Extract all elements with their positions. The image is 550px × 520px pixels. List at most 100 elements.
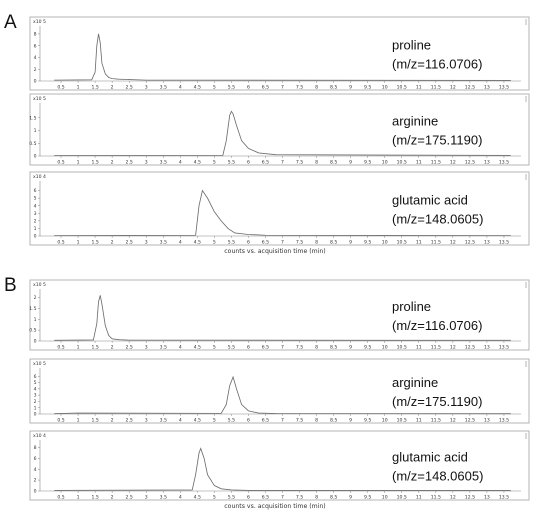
y-exponent-label: x10 5 [33,361,46,367]
y-tick-label: 2 [34,218,37,224]
x-tick-label: 5 [213,160,216,166]
x-tick-label: 3.5 [160,495,167,501]
x-tick-label: 9 [349,85,352,91]
x-tick-label: 9 [349,345,352,351]
x-tick-label: 2 [111,240,114,246]
y-tick-label: 1.5 [29,306,36,312]
y-tick-label: 4 [34,467,37,473]
x-tick-label: 6 [247,160,250,166]
x-tick-label: 7 [281,160,284,166]
x-tick-label: 10 [382,160,388,166]
x-tick-label: 12 [450,85,456,91]
x-tick-label: 3 [145,418,148,424]
x-tick-label: 10.5 [397,160,407,166]
x-tick-label: 1.5 [91,345,98,351]
mz-label: (m/z=148.0605) [392,469,483,484]
x-tick-label: 4 [179,85,182,91]
x-tick-label: 0.5 [57,418,64,424]
x-tick-label: 12 [450,160,456,166]
x-tick-label: 7.5 [296,85,303,91]
x-tick-label: 1 [77,418,80,424]
x-tick-label: 5.5 [228,240,235,246]
x-tick-label: 13 [484,418,490,424]
x-tick-label: 4.5 [194,240,201,246]
x-tick-label: 9 [349,495,352,501]
x-tick-label: 6.5 [262,418,269,424]
x-tick-label: 11.5 [431,345,441,351]
y-exponent-label: x10 5 [33,19,46,25]
x-tick-label: 8.5 [330,418,337,424]
y-tick-label: 4 [34,55,37,61]
x-tick-label: 2.5 [126,418,133,424]
y-tick-label: 0 [34,234,37,240]
x-tick-label: 10 [382,240,388,246]
x-tick-label: 13 [484,240,490,246]
panel-letter-b: B [4,275,17,296]
x-tick-label: 4.5 [194,495,201,501]
x-tick-label: 6.5 [262,85,269,91]
x-tick-label: 10.5 [397,240,407,246]
y-tick-label: 2 [34,478,37,484]
x-tick-label: 1.5 [91,160,98,166]
x-tick-label: 7.5 [296,495,303,501]
x-tick-label: 13.5 [499,495,509,501]
y-tick-label: 4 [34,386,37,392]
x-tick-label: 4 [179,495,182,501]
y-tick-label: 1 [34,128,37,134]
x-tick-label: 6.5 [262,160,269,166]
x-tick-label: 4.5 [194,345,201,351]
x-tick-label: 0.5 [57,345,64,351]
y-tick-label: 2 [34,295,37,301]
x-tick-label: 13 [484,345,490,351]
x-tick-label: 11 [416,160,422,166]
y-tick-label: 8 [34,445,37,451]
x-tick-label: 12.5 [465,160,475,166]
chromatogram-trace-b-arginine [54,375,511,415]
x-tick-label: 8.5 [330,160,337,166]
y-tick-label: 5 [34,196,37,202]
x-tick-label: 13 [484,495,490,501]
y-tick-label: 0.5 [29,141,36,147]
x-tick-label: 1.5 [91,240,98,246]
x-tick-label: 10 [382,418,388,424]
x-tick-label: 8 [315,240,318,246]
x-tick-label: 11.5 [431,495,441,501]
x-tick-label: 3.5 [160,418,167,424]
chromatogram-trace-b-glutamic-acid [54,447,511,491]
chromatogram-trace-a-arginine [54,110,511,156]
x-tick-label: 0.5 [57,240,64,246]
y-exponent-label: x10 5 [33,282,46,288]
x-tick-label: 10.5 [397,418,407,424]
y-tick-label: 6 [34,456,37,462]
panel-letter-a: A [4,12,17,33]
mz-label: (m/z=116.0706) [392,57,482,72]
x-tick-label: 4.5 [194,418,201,424]
x-axis-title: counts vs. acquisition time (min) [224,503,325,510]
x-tick-label: 6 [247,418,250,424]
x-tick-label: 2.5 [126,495,133,501]
chromatogram-trace-a-glutamic-acid [54,189,511,237]
x-tick-label: 5.5 [228,495,235,501]
x-tick-label: 12 [450,240,456,246]
y-tick-label: 0 [34,339,37,345]
x-tick-label: 0.5 [57,85,64,91]
x-tick-label: 2.5 [126,160,133,166]
x-tick-label: 8 [315,85,318,91]
mz-label: (m/z=175.1190) [392,133,482,148]
x-tick-label: 5.5 [228,418,235,424]
x-tick-label: 13.5 [499,345,509,351]
subplot-frame-b-glutamic-acid [29,430,530,501]
y-exponent-label: x10 4 [33,433,46,439]
x-tick-label: 9.5 [364,85,371,91]
x-tick-label: 8 [315,495,318,501]
x-tick-label: 10 [382,495,388,501]
y-tick-label: 3 [34,211,37,217]
x-tick-label: 12.5 [465,345,475,351]
y-tick-label: 1 [34,405,37,411]
x-axis-title: counts vs. acquisition time (min) [224,248,325,255]
x-tick-label: 4.5 [194,160,201,166]
x-tick-label: 2 [111,85,114,91]
mz-label: (m/z=175.1190) [392,394,482,409]
compound-label: arginine [392,375,438,390]
